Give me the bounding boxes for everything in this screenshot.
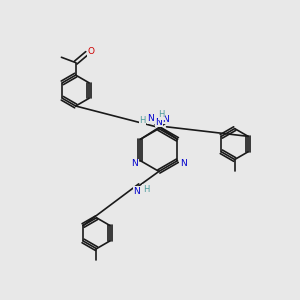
Text: N: N — [162, 115, 169, 124]
Text: H: H — [139, 116, 146, 125]
Text: N: N — [155, 118, 162, 127]
Text: N: N — [147, 114, 154, 123]
Text: N: N — [180, 160, 187, 169]
Text: N: N — [134, 187, 140, 196]
Text: H: H — [158, 110, 164, 119]
Text: O: O — [88, 47, 94, 56]
Text: N: N — [131, 160, 138, 169]
Text: H: H — [143, 185, 149, 194]
